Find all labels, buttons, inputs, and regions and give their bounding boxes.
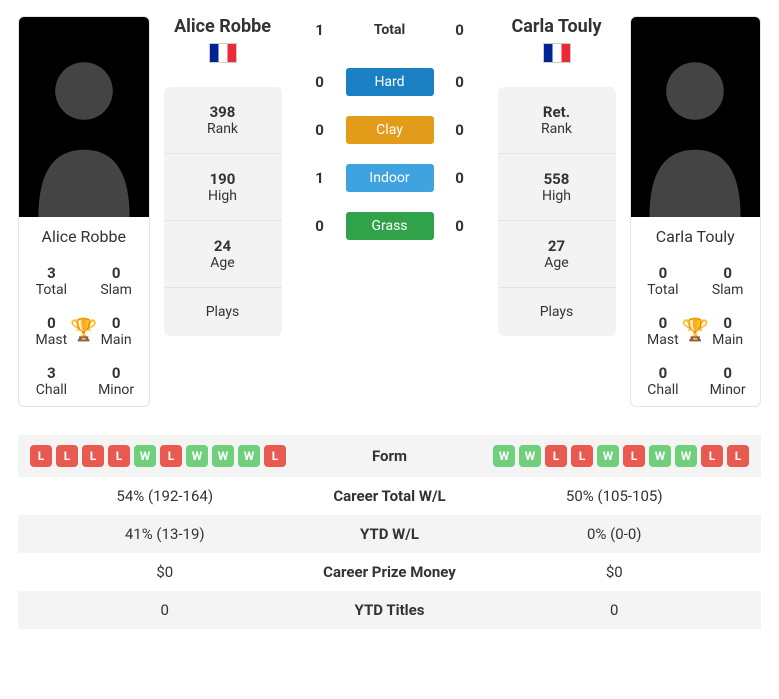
p1-rank: 398Rank xyxy=(164,87,282,154)
form-badge: L xyxy=(108,445,130,467)
player1-header-name[interactable]: Alice Robbe xyxy=(164,16,282,37)
p2-hard-value: 0 xyxy=(440,73,480,91)
p2-trophy-minor: 0 Minor xyxy=(695,356,760,406)
surface-row-total: 1 Total 0 xyxy=(300,16,480,44)
table-row: $0Career Prize Money$0 xyxy=(18,553,761,591)
table-cell: 54% (192-164) xyxy=(30,487,300,505)
form-badge: L xyxy=(30,445,52,467)
table-cell: $0 xyxy=(30,563,300,581)
table-cell: $0 xyxy=(480,563,750,581)
h2h-section: Alice Robbe 398Rank 190High 24Age Plays … xyxy=(164,16,616,336)
p2-indoor-value: 0 xyxy=(440,169,480,187)
table-cell: 41% (13-19) xyxy=(30,525,300,543)
p1-plays: Plays xyxy=(164,288,282,336)
form-badge: L xyxy=(623,445,645,467)
table-row: 41% (13-19)YTD W/L0% (0-0) xyxy=(18,515,761,553)
p2-total-value: 0 xyxy=(440,21,480,39)
player2-card: Carla Touly 0 Total 0 Slam 0 Mast 0 Main xyxy=(630,16,762,407)
p1-age: 24Age xyxy=(164,221,282,288)
comparison-table: LLLLWLWWWLFormWWLLWLWWLL54% (192-164)Car… xyxy=(18,435,761,629)
form-badge: L xyxy=(264,445,286,467)
form-badge: W xyxy=(134,445,156,467)
form-badge: W xyxy=(186,445,208,467)
p1-total-value: 1 xyxy=(300,21,340,39)
surface-label-total[interactable]: Total xyxy=(346,16,434,44)
p2-trophy-chall: 0 Chall xyxy=(631,356,696,406)
surface-label-hard[interactable]: Hard xyxy=(346,68,434,96)
p2-high: 558High xyxy=(498,154,616,221)
form-badge: W xyxy=(519,445,541,467)
player1-flag-icon xyxy=(209,43,237,63)
form-badge: L xyxy=(545,445,567,467)
table-row: LLLLWLWWWLFormWWLLWLWWLL xyxy=(18,435,761,477)
p1-trophy-total: 3 Total xyxy=(19,256,84,306)
form-badge: W xyxy=(649,445,671,467)
p1-high: 190High xyxy=(164,154,282,221)
surface-row-hard: 0 Hard 0 xyxy=(300,68,480,96)
surface-label-indoor[interactable]: Indoor xyxy=(346,164,434,192)
form-badge: W xyxy=(212,445,234,467)
table-label: Career Prize Money xyxy=(300,563,480,581)
p2-clay-value: 0 xyxy=(440,121,480,139)
player2-stats: Ret.Rank 558High 27Age Plays xyxy=(498,87,616,336)
form-badge: W xyxy=(597,445,619,467)
table-cell: 0% (0-0) xyxy=(480,525,750,543)
form-badge: L xyxy=(56,445,78,467)
p2-trophy-mast: 0 Mast xyxy=(631,306,696,356)
p1-grass-value: 0 xyxy=(300,217,340,235)
p2-plays: Plays xyxy=(498,288,616,336)
p2-trophy-total: 0 Total xyxy=(631,256,696,306)
player2-flag-icon xyxy=(543,43,571,63)
p1-trophy-minor: 0 Minor xyxy=(84,356,149,406)
surface-row-indoor: 1 Indoor 0 xyxy=(300,164,480,192)
form-badge: W xyxy=(675,445,697,467)
form-badge: W xyxy=(493,445,515,467)
player1-name[interactable]: Alice Robbe xyxy=(19,217,149,256)
form-badge: L xyxy=(701,445,723,467)
table-row: 0YTD Titles0 xyxy=(18,591,761,629)
p1-trophy-slam: 0 Slam xyxy=(84,256,149,306)
form-badge: W xyxy=(238,445,260,467)
table-row: 54% (192-164)Career Total W/L50% (105-10… xyxy=(18,477,761,515)
p1-hard-value: 0 xyxy=(300,73,340,91)
player2-avatar xyxy=(631,17,761,217)
p2-rank: Ret.Rank xyxy=(498,87,616,154)
table-label: YTD W/L xyxy=(300,525,480,543)
player1-card: Alice Robbe 3 Total 0 Slam 0 Mast 0 Main xyxy=(18,16,150,407)
surface-row-clay: 0 Clay 0 xyxy=(300,116,480,144)
surface-label-clay[interactable]: Clay xyxy=(346,116,434,144)
p1-trophy-mast: 0 Mast xyxy=(19,306,84,356)
p2-age: 27Age xyxy=(498,221,616,288)
p2-trophy-slam: 0 Slam xyxy=(695,256,760,306)
form-badge: L xyxy=(160,445,182,467)
player2-name[interactable]: Carla Touly xyxy=(631,217,761,256)
form-badge: L xyxy=(571,445,593,467)
table-cell: 0 xyxy=(480,601,750,619)
table-label: Form xyxy=(300,447,480,465)
table-cell: 50% (105-105) xyxy=(480,487,750,505)
player1-stats: 398Rank 190High 24Age Plays xyxy=(164,87,282,336)
table-label: Career Total W/L xyxy=(300,487,480,505)
surface-comparison: 1 Total 0 0 Hard 0 0 Clay 0 1 Indoor 0 0 Grass 0 xyxy=(300,16,480,260)
table-cell: 0 xyxy=(30,601,300,619)
form-badge: L xyxy=(82,445,104,467)
player1-avatar xyxy=(19,17,149,217)
player2-header-name[interactable]: Carla Touly xyxy=(498,16,616,37)
form-badge: L xyxy=(727,445,749,467)
p1-clay-value: 0 xyxy=(300,121,340,139)
p1-trophy-main: 0 Main xyxy=(84,306,149,356)
surface-row-grass: 0 Grass 0 xyxy=(300,212,480,240)
p1-indoor-value: 1 xyxy=(300,169,340,187)
p2-trophy-main: 0 Main xyxy=(695,306,760,356)
p1-trophy-chall: 3 Chall xyxy=(19,356,84,406)
table-label: YTD Titles xyxy=(300,601,480,619)
surface-label-grass[interactable]: Grass xyxy=(346,212,434,240)
p2-grass-value: 0 xyxy=(440,217,480,235)
